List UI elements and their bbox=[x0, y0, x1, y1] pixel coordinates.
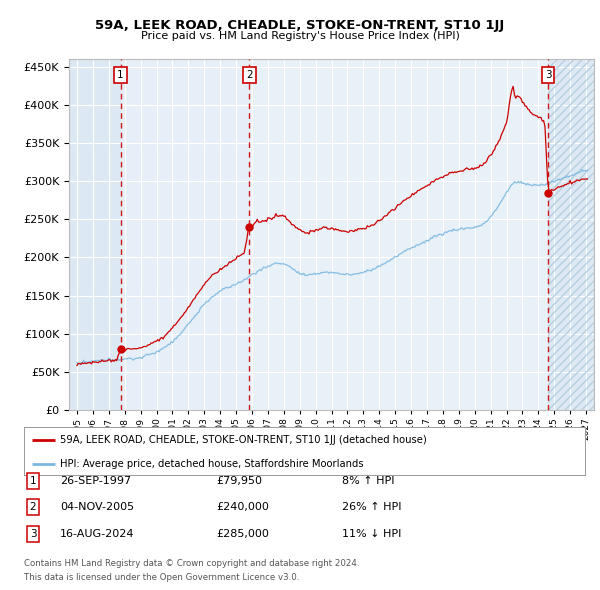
Bar bbox=[121, 59, 250, 410]
Text: £79,950: £79,950 bbox=[216, 476, 262, 486]
Text: 16-AUG-2024: 16-AUG-2024 bbox=[60, 529, 134, 539]
Text: 3: 3 bbox=[29, 529, 37, 539]
Text: 3: 3 bbox=[545, 70, 551, 80]
Text: 1: 1 bbox=[29, 476, 37, 486]
Text: £285,000: £285,000 bbox=[216, 529, 269, 539]
Text: 59A, LEEK ROAD, CHEADLE, STOKE-ON-TRENT, ST10 1JJ: 59A, LEEK ROAD, CHEADLE, STOKE-ON-TRENT,… bbox=[95, 19, 505, 32]
Bar bbox=[548, 59, 594, 410]
Text: 26-SEP-1997: 26-SEP-1997 bbox=[60, 476, 131, 486]
Text: This data is licensed under the Open Government Licence v3.0.: This data is licensed under the Open Gov… bbox=[24, 573, 299, 582]
Text: £240,000: £240,000 bbox=[216, 503, 269, 512]
Text: 8% ↑ HPI: 8% ↑ HPI bbox=[342, 476, 395, 486]
Text: 1: 1 bbox=[117, 70, 124, 80]
Text: 11% ↓ HPI: 11% ↓ HPI bbox=[342, 529, 401, 539]
Bar bbox=[548, 59, 594, 410]
Text: 04-NOV-2005: 04-NOV-2005 bbox=[60, 503, 134, 512]
Bar bbox=[69, 59, 121, 410]
Text: 26% ↑ HPI: 26% ↑ HPI bbox=[342, 503, 401, 512]
Text: Contains HM Land Registry data © Crown copyright and database right 2024.: Contains HM Land Registry data © Crown c… bbox=[24, 559, 359, 568]
Text: Price paid vs. HM Land Registry's House Price Index (HPI): Price paid vs. HM Land Registry's House … bbox=[140, 31, 460, 41]
Text: HPI: Average price, detached house, Staffordshire Moorlands: HPI: Average price, detached house, Staf… bbox=[61, 459, 364, 469]
Text: 2: 2 bbox=[29, 503, 37, 512]
Text: 59A, LEEK ROAD, CHEADLE, STOKE-ON-TRENT, ST10 1JJ (detached house): 59A, LEEK ROAD, CHEADLE, STOKE-ON-TRENT,… bbox=[61, 435, 427, 445]
Text: 2: 2 bbox=[246, 70, 253, 80]
